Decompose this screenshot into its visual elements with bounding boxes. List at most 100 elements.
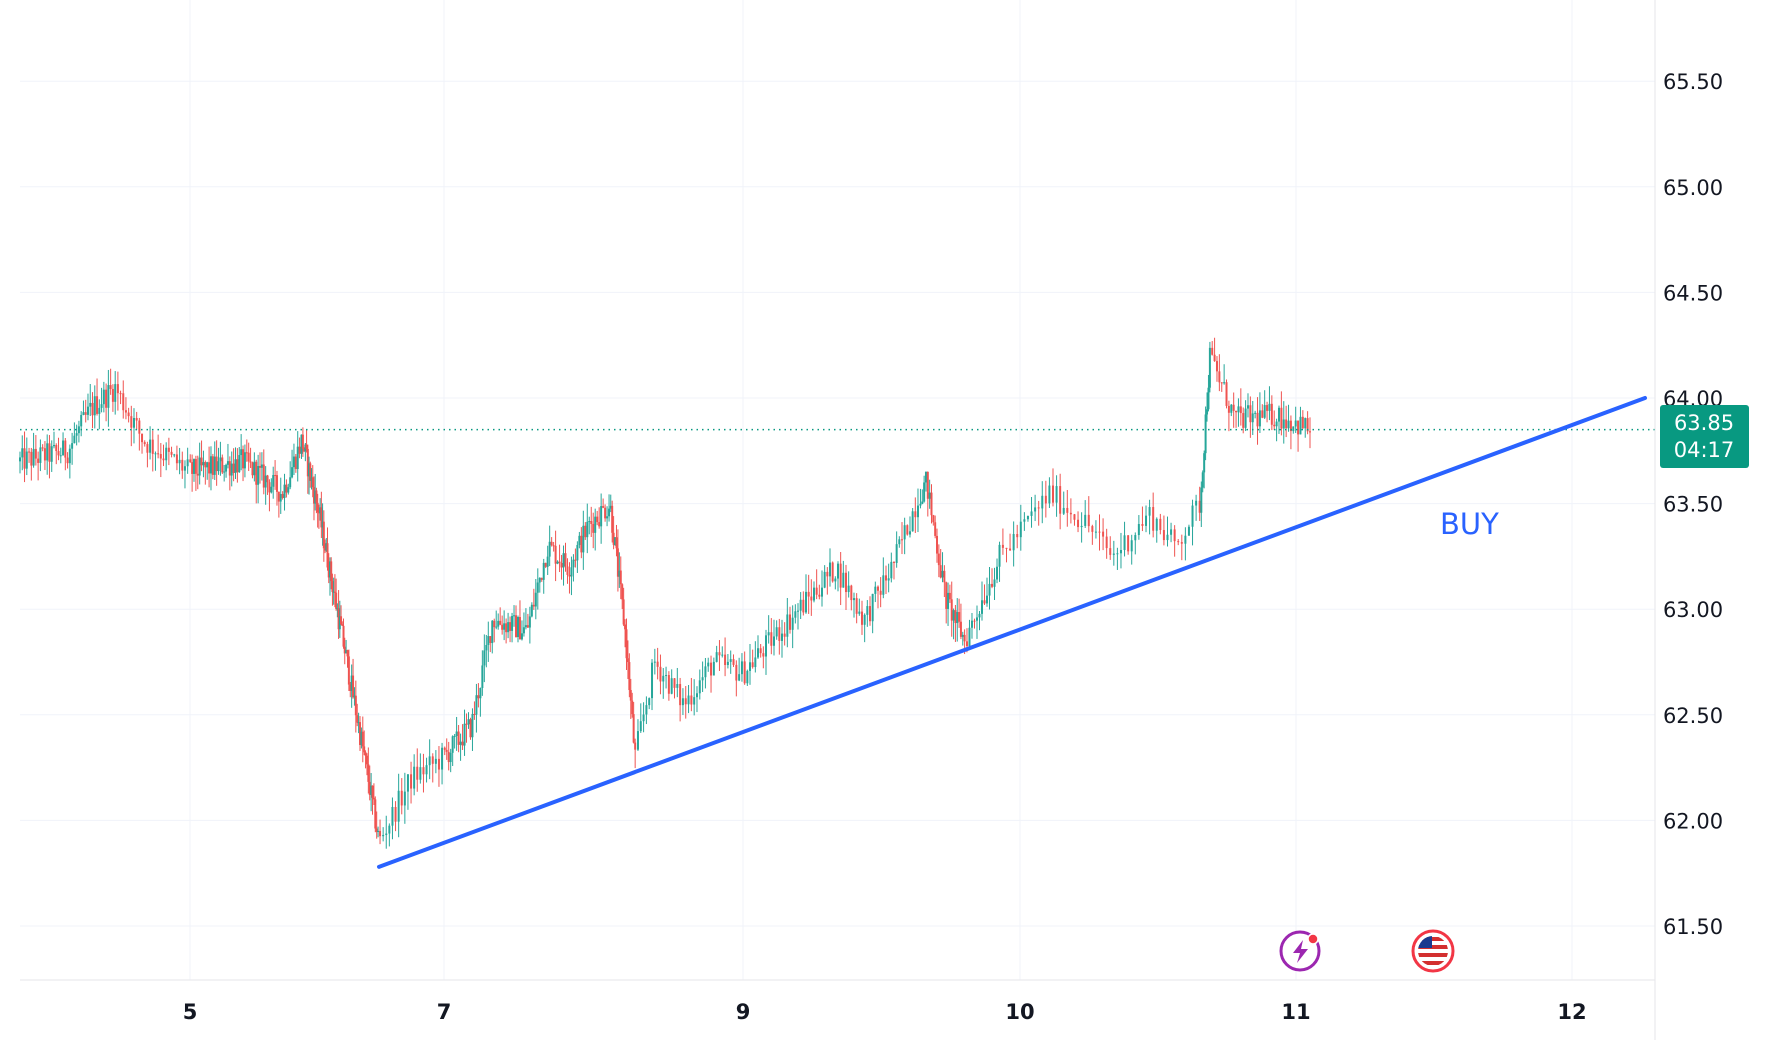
- candle: [648, 697, 651, 710]
- candle: [221, 454, 224, 475]
- candle: [219, 441, 222, 476]
- candle: [406, 774, 409, 810]
- candle: [291, 449, 294, 479]
- candle: [86, 393, 89, 421]
- candle: [892, 561, 895, 580]
- candle: [810, 579, 813, 616]
- candle: [794, 604, 797, 624]
- candle: [28, 447, 31, 463]
- price-axis[interactable]: 65.5065.0064.5064.0063.5063.0062.5062.00…: [1663, 70, 1723, 939]
- candle: [1116, 547, 1119, 570]
- candle: [815, 569, 818, 600]
- candle: [338, 600, 341, 638]
- candle: [560, 554, 563, 580]
- candle: [377, 826, 380, 838]
- candle: [1170, 522, 1173, 543]
- candle: [363, 730, 366, 756]
- candle: [582, 510, 585, 570]
- candle: [451, 735, 454, 766]
- candle: [695, 686, 698, 713]
- candle: [1145, 505, 1148, 533]
- candle: [831, 561, 834, 583]
- candle: [1127, 534, 1130, 555]
- candle: [493, 618, 496, 643]
- candle: [919, 488, 922, 509]
- candle: [670, 669, 673, 695]
- candle: [469, 717, 472, 740]
- candle: [274, 460, 277, 490]
- candle: [1195, 494, 1198, 521]
- candle: [374, 796, 377, 833]
- candle: [208, 446, 211, 488]
- candle: [314, 473, 317, 511]
- trendline[interactable]: [377, 396, 1647, 869]
- candle: [515, 605, 518, 638]
- candle: [941, 552, 944, 583]
- candle: [863, 613, 866, 643]
- candle: [530, 602, 533, 618]
- candle: [461, 724, 464, 751]
- candle: [371, 785, 374, 815]
- candle: [823, 565, 826, 589]
- candle: [767, 615, 770, 644]
- candle: [930, 484, 933, 524]
- candle: [532, 588, 535, 610]
- candle: [1005, 547, 1008, 563]
- candle: [453, 733, 456, 749]
- candle: [818, 584, 821, 600]
- candle: [189, 454, 192, 463]
- time-axis[interactable]: 5 7 9 10 11 12: [183, 1000, 1587, 1024]
- candle: [1091, 524, 1094, 545]
- candle: [1215, 356, 1218, 382]
- candle: [309, 461, 312, 488]
- candle: [786, 597, 789, 648]
- candle: [141, 433, 144, 454]
- candle: [735, 660, 738, 697]
- candle: [576, 541, 579, 573]
- candle: [283, 473, 286, 511]
- candle: [343, 637, 346, 665]
- candle: [858, 598, 861, 616]
- candle: [1073, 513, 1076, 526]
- candle: [900, 522, 903, 555]
- candle: [170, 446, 173, 458]
- price-badge: 63.85 04:17: [1660, 405, 1749, 468]
- candle: [37, 451, 40, 481]
- candle: [712, 657, 715, 676]
- candle: [701, 661, 704, 692]
- lightning-event-icon[interactable]: [1279, 930, 1321, 972]
- candle: [1119, 532, 1122, 569]
- candle: [895, 531, 898, 568]
- candle: [443, 746, 446, 756]
- candle: [441, 742, 444, 785]
- candle: [566, 558, 569, 584]
- candle: [934, 515, 937, 539]
- candle: [958, 598, 961, 628]
- candle: [834, 576, 837, 590]
- candle: [590, 506, 593, 537]
- x-tick-label-4: 11: [1281, 1000, 1310, 1024]
- candle: [211, 453, 214, 480]
- candle: [487, 621, 490, 662]
- candle: [526, 613, 529, 629]
- candle: [306, 444, 309, 494]
- candle: [540, 577, 543, 582]
- candle: [740, 653, 743, 682]
- candle: [350, 664, 353, 708]
- buy-annotation[interactable]: BUY: [1440, 507, 1499, 541]
- candle: [826, 567, 829, 595]
- candle: [325, 537, 328, 552]
- us-flag-event-icon[interactable]: [1411, 929, 1455, 973]
- candle: [1309, 417, 1311, 449]
- candle: [673, 678, 676, 699]
- candle: [132, 408, 135, 444]
- candle: [301, 427, 304, 457]
- candle: [1235, 410, 1238, 428]
- candle: [379, 819, 382, 845]
- candle: [68, 444, 71, 479]
- candle: [1180, 534, 1183, 561]
- candle: [947, 582, 950, 626]
- candle: [48, 435, 51, 479]
- candle: [839, 551, 842, 606]
